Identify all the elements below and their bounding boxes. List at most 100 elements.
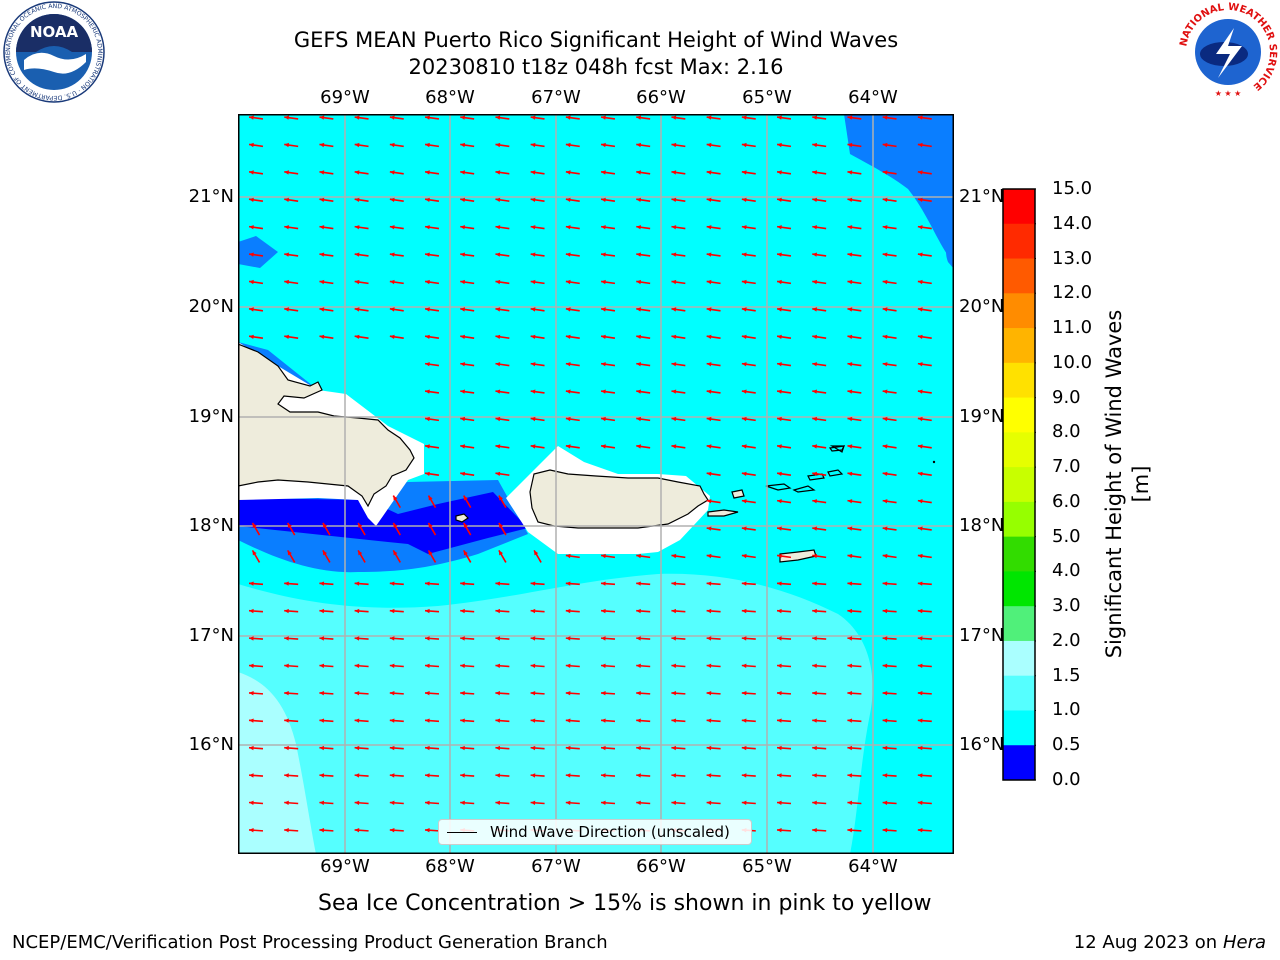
wave-direction-arrowhead — [882, 389, 888, 394]
wave-direction-arrowhead — [741, 800, 747, 805]
wave-direction-arrowhead — [671, 636, 677, 641]
wave-direction-arrowhead — [495, 444, 501, 449]
wave-direction-arrowhead — [428, 550, 433, 556]
colorbar-tick-label: 4.0 — [1052, 560, 1081, 582]
wave-direction-arrowhead — [393, 522, 398, 528]
wave-direction-arrowhead — [530, 636, 536, 641]
wave-direction-arrowhead — [460, 471, 466, 477]
wave-direction-arrowhead — [284, 773, 289, 778]
wave-direction-arrowhead — [425, 170, 430, 175]
wave-direction-arrowhead — [812, 526, 818, 531]
wave-direction-arrowhead — [495, 416, 501, 422]
land-anegada — [827, 469, 844, 477]
wave-direction-arrowhead — [425, 279, 430, 285]
wave-direction-arrowhead — [671, 142, 677, 148]
wave-direction-arrowhead — [284, 718, 289, 723]
wave-direction-arrowhead — [389, 691, 395, 696]
wave-direction-arrowhead — [882, 225, 888, 230]
wave-direction-arrowhead — [284, 115, 290, 120]
wave-direction-arrowhead — [530, 252, 536, 257]
colorbar-tick-label: 8.0 — [1052, 421, 1081, 443]
wave-direction-arrowhead — [636, 800, 641, 805]
wave-direction-arrowhead — [706, 581, 712, 586]
wave-direction-arrowhead — [636, 663, 641, 668]
wave-direction-arrowhead — [847, 691, 853, 696]
wave-direction-arrowhead — [389, 252, 395, 257]
wave-direction-arrowhead — [354, 115, 360, 120]
wave-direction-arrowhead — [917, 389, 923, 394]
wave-direction-arrowhead — [777, 334, 782, 340]
wave-direction-arrowhead — [249, 334, 254, 340]
wave-direction-arrowhead — [671, 197, 677, 203]
wave-direction-arrowhead — [882, 581, 888, 586]
wave-direction-arrowhead — [425, 636, 430, 641]
wave-direction-arrowhead — [847, 307, 853, 312]
wave-direction-arrowhead — [917, 718, 923, 723]
wave-direction-arrowhead — [425, 389, 430, 394]
wave-direction-arrowhead — [425, 608, 430, 614]
colorbar-tick-label: 2.0 — [1052, 629, 1081, 651]
wave-direction-arrowhead — [741, 718, 747, 723]
colorbar-cell — [1003, 745, 1035, 781]
wave-direction-arrowhead — [530, 142, 536, 148]
wave-direction-arrowhead — [882, 499, 888, 504]
wave-direction-arrowhead — [425, 197, 430, 203]
wave-direction-arrowhead — [706, 225, 712, 230]
wave-direction-arrowhead — [284, 307, 290, 312]
wave-direction-arrowhead — [498, 550, 504, 556]
wave-direction-arrowhead — [671, 389, 677, 394]
wave-direction-arrowhead — [319, 115, 325, 120]
wave-direction-arrowhead — [741, 608, 747, 614]
wave-direction-arrowhead — [460, 279, 466, 285]
wave-direction-arrowhead — [847, 389, 853, 394]
wave-direction-arrowhead — [706, 279, 712, 285]
wave-direction-arrowhead — [671, 663, 677, 668]
wave-direction-arrowhead — [636, 389, 642, 394]
wave-direction-arrowhead — [565, 553, 571, 559]
wave-direction-arrowhead — [601, 115, 606, 120]
wave-direction-arrowhead — [425, 252, 430, 257]
wave-direction-arrowhead — [463, 550, 468, 556]
wave-direction-arrowhead — [460, 718, 465, 723]
wave-direction-arrowhead — [425, 800, 430, 805]
wave-direction-arrowhead — [530, 416, 536, 422]
wave-direction-arrowhead — [706, 252, 712, 257]
wave-direction-arrowhead — [530, 718, 536, 723]
colorbar-cell — [1003, 328, 1035, 364]
land-culebra — [731, 489, 745, 499]
wave-direction-arrowhead — [460, 663, 465, 668]
right-lat-tick-16n: 16°N — [959, 734, 1005, 755]
wave-direction-arrowhead — [495, 252, 501, 257]
wave-direction-arrowhead — [882, 800, 888, 805]
colorbar-tick-label: 15.0 — [1052, 178, 1093, 199]
wave-direction-arrowhead — [565, 115, 571, 120]
wave-direction-arrowhead — [636, 225, 642, 230]
wave-direction-arrowhead — [812, 691, 817, 696]
wave-direction-arrowhead — [636, 252, 642, 257]
wave-direction-arrowhead — [777, 608, 782, 614]
wave-direction-arrowhead — [706, 416, 712, 422]
wave-direction-arrowhead — [917, 800, 923, 805]
wave-direction-arrowhead — [882, 608, 888, 614]
wave-direction-arrowhead — [741, 444, 747, 449]
wave-direction-arrowhead — [495, 581, 501, 586]
wave-direction-arrowhead — [671, 773, 677, 778]
wave-direction-arrowhead — [847, 444, 853, 449]
wave-direction-arrowhead — [706, 745, 712, 751]
wave-direction-arrowhead — [882, 526, 888, 531]
wave-direction-arrowhead — [284, 334, 290, 340]
wave-direction-arrowhead — [495, 307, 501, 312]
wave-direction-arrowhead — [777, 828, 782, 833]
wave-direction-arrowhead — [425, 471, 430, 477]
wave-direction-arrowhead — [706, 444, 712, 449]
wave-direction-arrowhead — [428, 522, 433, 528]
wave-direction-arrowhead — [530, 115, 536, 120]
wave-direction-arrowhead — [777, 444, 782, 449]
wave-direction-arrowhead — [249, 225, 254, 230]
wave-direction-arrowhead — [249, 142, 254, 148]
wave-direction-arrowhead — [252, 522, 257, 528]
wave-direction-arrowhead — [319, 334, 325, 340]
colorbar-tick-label: 5.0 — [1052, 525, 1081, 547]
wave-direction-arrowhead — [425, 307, 430, 312]
wave-direction-arrowhead — [777, 389, 782, 394]
